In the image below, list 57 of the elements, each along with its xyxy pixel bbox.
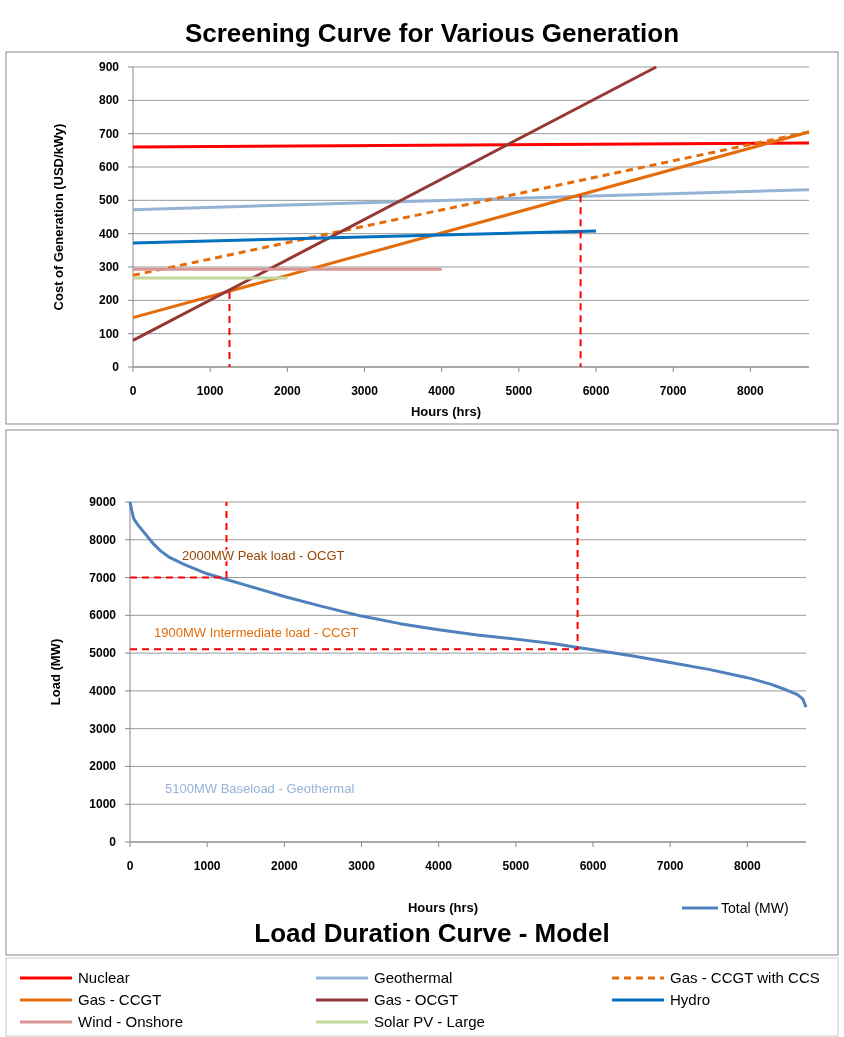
chart-title: Screening Curve for Various Generation xyxy=(184,18,680,48)
annotation: 5100MW Baseload - Geothermal xyxy=(165,781,355,796)
y-tick-label: 1000 xyxy=(89,797,117,812)
x-tick-label: 7000 xyxy=(659,384,687,398)
x-tick-label: 3000 xyxy=(351,384,379,398)
x-tick-label: 6000 xyxy=(582,384,610,398)
y-axis-title: Cost of Generation (USD/kWy) xyxy=(51,123,66,311)
annotation: 1900MW Intermediate load - CCGT xyxy=(154,625,359,640)
x-tick-label: 2000 xyxy=(273,384,302,398)
line-series xyxy=(128,500,808,709)
legend-label: Wind - Onshore xyxy=(78,1013,184,1030)
y-tick-label: 700 xyxy=(98,126,120,141)
y-tick-label: 0 xyxy=(112,360,120,374)
x-tick-label: 7000 xyxy=(656,859,684,873)
legend-label: Gas - CCGT with CCS xyxy=(670,969,820,986)
y-tick-label: 2000 xyxy=(89,759,117,774)
x-tick-label: 2000 xyxy=(270,859,299,873)
y-tick-label: 200 xyxy=(98,293,120,308)
legend-label: Solar PV - Large xyxy=(374,1013,485,1030)
x-tick-label: 1000 xyxy=(196,384,224,398)
legend-label: Nuclear xyxy=(78,969,130,986)
y-tick-label: 600 xyxy=(98,160,120,174)
x-tick-label: 6000 xyxy=(579,859,607,873)
y-tick-label: 400 xyxy=(98,226,120,241)
x-tick-label: 8000 xyxy=(737,384,765,398)
y-tick-label: 9000 xyxy=(89,495,117,509)
y-tick-label: 3000 xyxy=(89,721,117,736)
y-tick-label: 6000 xyxy=(89,608,117,623)
y-tick-label: 8000 xyxy=(89,532,117,547)
y-axis-title: Load (MW) xyxy=(48,638,63,706)
x-tick-label: 5000 xyxy=(505,384,533,398)
x-tick-label: 1000 xyxy=(193,859,221,873)
y-tick-label: 0 xyxy=(109,835,117,849)
y-tick-label: 100 xyxy=(98,326,120,341)
text: Load Duration Curve - Model xyxy=(254,918,610,948)
x-tick-label: 3000 xyxy=(348,859,376,873)
x-tick-label: 0 xyxy=(129,384,137,398)
x-tick-label: 5000 xyxy=(502,859,530,873)
x-tick-label: 4000 xyxy=(425,859,453,873)
y-tick-label: 7000 xyxy=(89,570,117,585)
legend-label: Geothermal xyxy=(374,969,453,986)
y-tick-label: 4000 xyxy=(89,683,117,698)
legend-label: Gas - OCGT xyxy=(374,991,459,1008)
x-axis-title: Hours (hrs) xyxy=(407,900,479,915)
legend-label: Total (MW) xyxy=(721,900,789,916)
x-tick-label: 8000 xyxy=(734,859,762,873)
x-axis-title: Hours (hrs) xyxy=(410,404,482,419)
annotation: 2000MW Peak load - OCGT xyxy=(182,548,345,563)
y-tick-label: 900 xyxy=(98,60,120,74)
y-tick-label: 300 xyxy=(98,260,120,274)
x-tick-label: 4000 xyxy=(428,384,456,398)
legend-label: Hydro xyxy=(670,991,711,1008)
legend-label: Gas - CCGT xyxy=(78,991,162,1008)
y-tick-label: 800 xyxy=(98,93,120,108)
y-tick-label: 500 xyxy=(98,193,120,208)
x-tick-label: 0 xyxy=(126,859,134,873)
y-tick-label: 5000 xyxy=(89,646,117,661)
